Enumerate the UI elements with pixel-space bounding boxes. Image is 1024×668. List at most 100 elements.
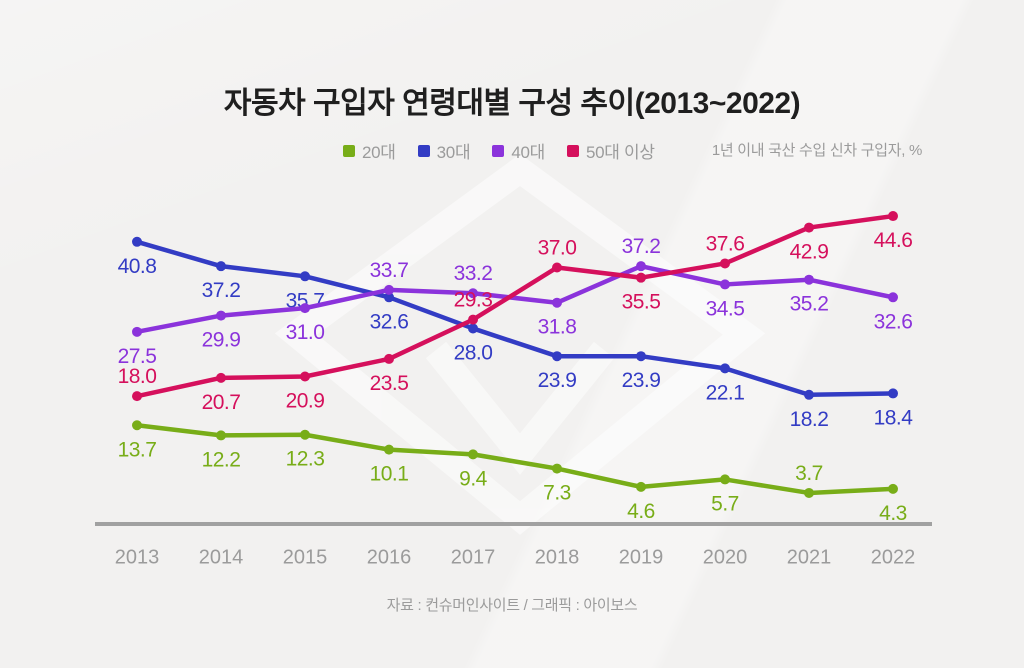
value-label-20대-2015: 12.3 <box>286 448 325 471</box>
legend-item-40대: 40대 <box>492 138 545 163</box>
value-label-50대 이상-2018: 37.0 <box>538 237 577 260</box>
data-point-50대 이상-2021 <box>804 222 814 233</box>
data-point-50대 이상-2018 <box>552 262 562 273</box>
x-tick-label: 2013 <box>115 546 160 568</box>
data-point-20대-2013 <box>132 420 142 431</box>
legend-label: 40대 <box>511 143 545 162</box>
value-label-40대-2017: 33.2 <box>454 262 493 285</box>
data-point-40대-2013 <box>132 326 142 337</box>
line-series-20대 <box>134 423 896 496</box>
data-point-40대-2022 <box>888 292 898 303</box>
value-label-20대-2013: 13.7 <box>118 438 157 461</box>
value-label-50대 이상-2021: 42.9 <box>790 241 829 264</box>
data-point-30대-2020 <box>720 363 730 374</box>
legend-label: 20대 <box>362 143 396 162</box>
data-point-30대-2014 <box>216 261 226 272</box>
value-label-30대-2019: 23.9 <box>622 369 661 392</box>
value-label-20대-2018: 7.3 <box>543 482 571 505</box>
line-series-30대 <box>134 239 896 398</box>
legend-item-50대 이상: 50대 이상 <box>566 138 655 163</box>
x-tick-label: 2020 <box>703 546 748 568</box>
data-point-20대-2018 <box>552 463 562 474</box>
x-tick-label: 2016 <box>367 546 412 568</box>
value-label-30대-2016: 32.6 <box>370 310 409 333</box>
value-label-20대-2017: 9.4 <box>459 467 488 490</box>
x-tick-label: 2017 <box>451 546 496 568</box>
data-point-50대 이상-2016 <box>384 353 394 364</box>
value-label-30대-2020: 22.1 <box>706 381 745 404</box>
value-label-40대-2022: 32.6 <box>874 310 913 333</box>
x-tick-label: 2014 <box>199 546 244 568</box>
value-label-20대-2019: 4.6 <box>627 500 655 523</box>
value-label-50대 이상-2019: 35.5 <box>622 291 661 314</box>
source-credit: 자료 : 컨슈머인사이트 / 그래픽 : 아이보스 <box>386 597 638 614</box>
x-tick-label: 2022 <box>871 546 916 568</box>
legend-item-20대: 20대 <box>343 138 396 163</box>
data-point-30대-2021 <box>804 389 814 400</box>
x-tick-label: 2018 <box>535 546 580 568</box>
value-label-40대-2020: 34.5 <box>706 297 745 320</box>
value-label-40대-2013: 27.5 <box>118 345 157 368</box>
data-point-20대-2021 <box>804 487 814 498</box>
chart-legend: 20대 30대 40대 50대 이상 <box>343 138 655 163</box>
data-point-20대-2015 <box>300 429 310 440</box>
value-label-40대-2018: 31.8 <box>538 316 577 339</box>
x-tick-label: 2015 <box>283 546 328 568</box>
value-label-30대-2022: 18.4 <box>874 406 914 429</box>
x-tick-label: 2021 <box>787 546 832 568</box>
data-point-30대-2019 <box>636 351 646 362</box>
data-point-40대-2017 <box>468 288 478 299</box>
data-point-20대-2016 <box>384 444 394 455</box>
value-label-40대-2019: 37.2 <box>622 235 661 258</box>
data-point-50대 이상-2015 <box>300 371 310 382</box>
legend-label: 30대 <box>436 143 471 162</box>
data-point-20대-2014 <box>216 430 226 441</box>
value-label-50대 이상-2014: 20.7 <box>202 391 241 414</box>
legend-label: 50대 이상 <box>585 143 655 162</box>
data-point-20대-2017 <box>468 449 478 460</box>
data-point-20대-2020 <box>720 474 730 485</box>
data-point-40대-2020 <box>720 279 730 290</box>
data-point-40대-2015 <box>300 303 310 314</box>
value-label-40대-2014: 29.9 <box>202 329 241 352</box>
line-series-50대 이상 <box>134 213 896 399</box>
value-label-20대-2022: 4.3 <box>879 502 907 525</box>
legend-item-30대: 30대 <box>417 138 471 163</box>
value-label-50대 이상-2016: 23.5 <box>370 372 409 395</box>
data-point-30대-2015 <box>300 271 310 282</box>
page-title: 자동차 구입자 연령대별 구성 추이(2013~2022) <box>223 87 801 120</box>
value-label-30대-2018: 23.9 <box>538 369 577 392</box>
value-label-40대-2016: 33.7 <box>370 259 409 282</box>
data-point-50대 이상-2014 <box>216 372 226 383</box>
value-label-40대-2015: 31.0 <box>286 321 325 344</box>
data-point-30대-2022 <box>888 388 898 399</box>
data-point-40대-2014 <box>216 310 226 321</box>
value-label-30대-2017: 28.0 <box>454 341 493 364</box>
unit-note: 1년 이내 국산 수입 신차 구입자, % <box>711 142 922 159</box>
value-label-30대-2014: 37.2 <box>202 279 241 302</box>
value-label-40대-2021: 35.2 <box>790 293 829 316</box>
data-point-50대 이상-2013 <box>132 391 142 402</box>
legend-swatch-icon <box>492 144 505 157</box>
value-label-50대 이상-2022: 44.6 <box>874 229 913 252</box>
data-point-50대 이상-2020 <box>720 258 730 269</box>
data-point-40대-2016 <box>384 284 394 295</box>
data-point-40대-2019 <box>636 261 646 272</box>
legend-swatch-icon <box>417 144 430 157</box>
value-label-20대-2020: 5.7 <box>711 492 739 515</box>
legend-swatch-icon <box>566 144 579 157</box>
line-series-40대 <box>134 263 896 335</box>
value-label-30대-2015: 35.7 <box>286 289 325 312</box>
value-label-50대 이상-2015: 20.9 <box>286 390 325 413</box>
legend-swatch-icon <box>343 144 355 157</box>
data-point-50대 이상-2022 <box>888 211 898 222</box>
data-point-30대-2017 <box>468 323 478 334</box>
data-point-30대-2013 <box>132 236 142 247</box>
value-label-20대-2016: 10.1 <box>370 463 409 486</box>
data-point-40대-2018 <box>552 297 562 308</box>
data-point-50대 이상-2017 <box>468 314 478 325</box>
data-point-20대-2022 <box>888 483 898 494</box>
x-tick-label: 2019 <box>619 546 664 568</box>
value-label-50대 이상-2017: 29.3 <box>454 289 493 312</box>
